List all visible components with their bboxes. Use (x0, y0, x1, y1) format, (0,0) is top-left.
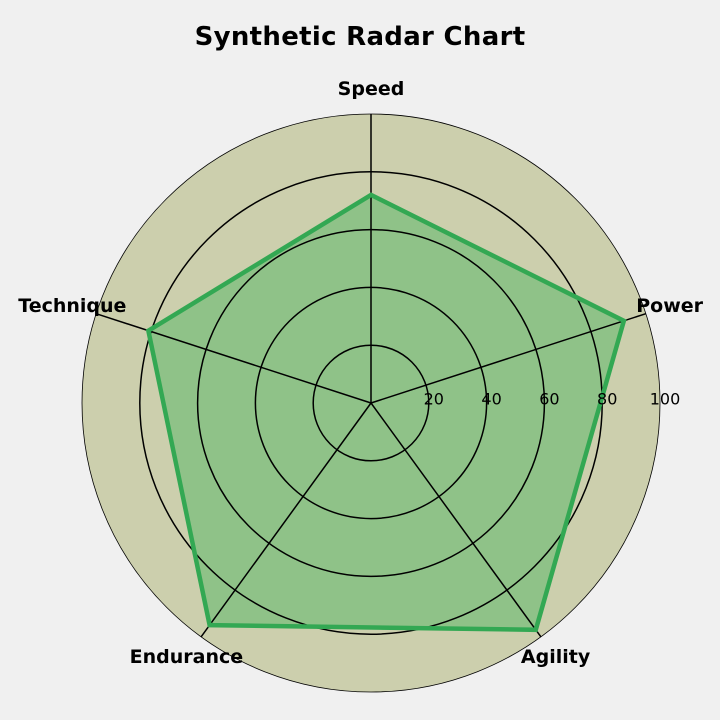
plot-boundary (81, 113, 661, 693)
chart-title: Synthetic Radar Chart (194, 22, 526, 52)
radial-tick-label: 20 (424, 390, 444, 409)
category-label: Agility (521, 646, 591, 668)
axis-spoke (200, 402, 372, 638)
category-label: Power (636, 295, 703, 317)
series-area (148, 194, 624, 630)
axis-spoke (370, 312, 647, 404)
category-label: Speed (338, 78, 405, 100)
radial-tick-label: 40 (481, 390, 501, 409)
radial-tick-label: 80 (597, 390, 617, 409)
category-label: Endurance (130, 646, 244, 668)
category-label: Technique (18, 295, 126, 317)
series-line (145, 192, 627, 633)
axis-spoke (370, 402, 542, 638)
radial-tick-label: 60 (539, 390, 559, 409)
axis-spoke (95, 312, 372, 404)
radial-tick-label: 100 (650, 390, 681, 409)
